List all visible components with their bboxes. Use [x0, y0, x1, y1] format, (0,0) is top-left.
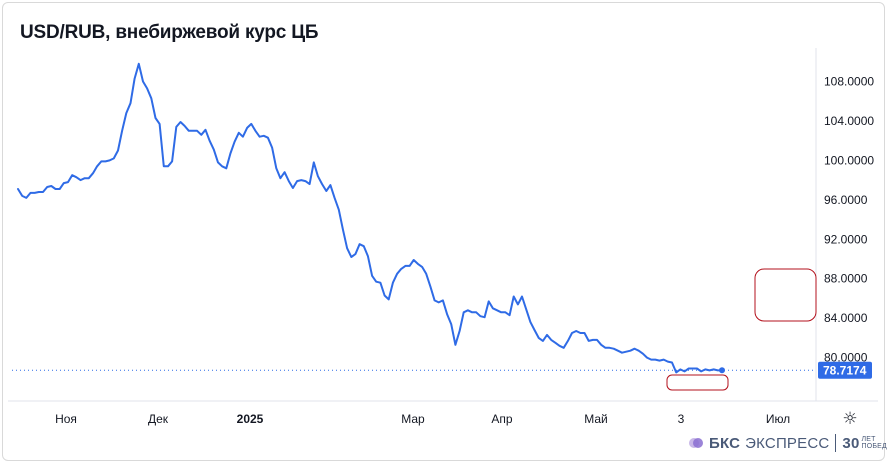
- bks-logo-mark-icon: [688, 435, 704, 451]
- x-axis-ticks: Ноя Дек 2025 Мар Апр Май 3 Июл: [55, 412, 790, 426]
- y-tick-label: 100.0000: [824, 153, 874, 167]
- annotation-box-line-end: [666, 374, 729, 391]
- logo-brand-rest: ЭКСПРЕСС: [745, 434, 830, 452]
- bks-express-logo: БКС ЭКСПРЕСС 30 ЛЕТ ПОБЕД: [688, 432, 887, 454]
- y-tick-label: 80.0000: [824, 351, 868, 365]
- x-tick-label: Дек: [148, 412, 169, 426]
- y-tick-label: 104.0000: [824, 114, 874, 128]
- x-tick-label: Июл: [766, 412, 790, 426]
- logo-years-caption: ЛЕТ ПОБЕД: [862, 436, 887, 450]
- logo-years: 30: [842, 434, 860, 452]
- x-tick-label: Апр: [491, 412, 513, 426]
- x-tick-label: Мар: [401, 412, 425, 426]
- x-tick-label: 2025: [237, 412, 264, 426]
- logo-years-caption-1: ЛЕТ: [861, 436, 876, 443]
- series-line-usd-rub: [17, 62, 723, 374]
- last-price-tag: 78.7174: [818, 361, 872, 379]
- annotation-box-right: [754, 268, 817, 322]
- last-price-tag-label: 78.7174: [823, 363, 867, 377]
- y-tick-label: 92.0000: [824, 232, 868, 246]
- last-price-tag-background: [818, 361, 872, 379]
- logo-brand-bold: БКС: [709, 434, 741, 452]
- x-tick-label: Ноя: [55, 412, 77, 426]
- chart-title: USD/RUB, внебиржевой курс ЦБ: [20, 22, 319, 43]
- last-point-marker: [719, 367, 725, 374]
- settings-gear-icon[interactable]: ☼: [842, 409, 858, 429]
- y-axis-ticks: 108.0000 104.0000 100.0000 96.0000 92.0000 88…: [824, 75, 874, 365]
- logo-years-caption-2: ПОБЕД: [861, 443, 887, 450]
- x-tick-label: 3: [678, 412, 685, 426]
- y-tick-label: 84.0000: [824, 311, 868, 325]
- x-tick-label: Май: [584, 412, 608, 426]
- y-tick-label: 96.0000: [824, 193, 868, 207]
- y-tick-label: 108.0000: [824, 75, 874, 89]
- logo-divider: [835, 434, 837, 452]
- y-tick-label: 88.0000: [824, 272, 868, 286]
